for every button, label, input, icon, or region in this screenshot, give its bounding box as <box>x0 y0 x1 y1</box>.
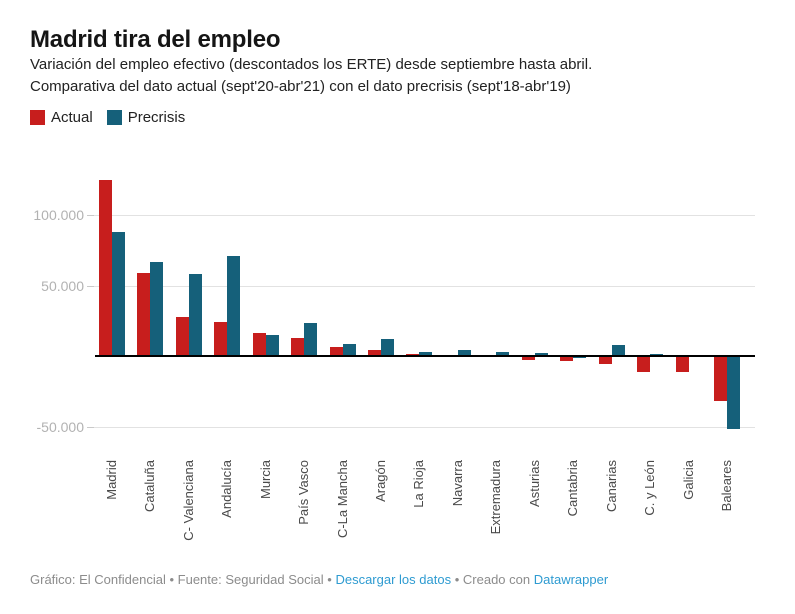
legend-swatch-actual <box>30 110 45 125</box>
footer-separator: • <box>454 572 460 587</box>
x-axis-label-4: Murcia <box>257 460 273 500</box>
x-axis-label-9: Navarra <box>449 460 465 507</box>
x-axis-label-13: Canarias <box>603 460 619 513</box>
x-axis-label-0: Madrid <box>103 460 119 500</box>
legend-item-actual: Actual <box>30 109 93 126</box>
bar-precrisis-2 <box>188 274 202 356</box>
x-axis-label-8: La Rioja <box>411 460 427 508</box>
bar-precrisis-4 <box>265 334 279 356</box>
y-axis-label-1: 50.000 <box>41 277 84 294</box>
y-gridline-2 <box>92 426 755 428</box>
download-data-link[interactable]: Descargar los datos <box>335 572 452 587</box>
x-axis-label-14: C. y León <box>642 460 658 516</box>
x-axis-label-2: C- Valenciana <box>180 460 196 541</box>
y-tick-1 <box>87 285 94 287</box>
footer-source: Fuente: Seguridad Social <box>177 572 324 587</box>
x-axis-label-16: Baleares <box>719 460 735 512</box>
y-tick-0 <box>87 215 94 216</box>
bar-actual-13 <box>598 356 612 364</box>
y-tick-2 <box>87 426 94 428</box>
bar-precrisis-14 <box>650 353 664 356</box>
legend-swatch-precrisis <box>106 110 122 125</box>
bar-actual-14 <box>637 356 651 372</box>
bar-precrisis-9 <box>457 349 471 356</box>
legend-label-precrisis: Precrisis <box>127 109 186 126</box>
bar-actual-12 <box>560 356 574 361</box>
bar-actual-11 <box>521 356 535 360</box>
legend-label-actual: Actual <box>51 109 93 126</box>
plot-area: 100.000 50.000 -50.000 Madrid Cataluña C- Val… <box>0 150 795 570</box>
chart-subtitle: Variación del empleo efectivo (descontad… <box>30 54 750 98</box>
footer-separator: • <box>169 572 175 587</box>
bar-actual-2 <box>175 316 189 356</box>
bar-precrisis-16 <box>727 356 741 430</box>
footer-credit: Gráfico: El Confidencial <box>30 572 166 587</box>
x-axis-label-7: Aragón <box>372 460 388 502</box>
legend: Actual Precrisis <box>30 109 185 126</box>
x-axis-label-5: País Vasco <box>296 460 311 525</box>
bar-actual-6 <box>329 346 343 356</box>
y-gridline-0 <box>92 215 755 216</box>
y-axis-label-0: 100.000 <box>33 207 84 223</box>
bar-actual-16 <box>714 356 728 402</box>
bar-actual-15 <box>675 356 689 372</box>
footer-separator: • <box>327 572 332 587</box>
chart-footer: Gráfico: El Confidencial • Fuente: Segur… <box>30 572 608 587</box>
bar-actual-3 <box>214 322 228 356</box>
bar-precrisis-3 <box>227 255 241 356</box>
bar-precrisis-12 <box>573 356 587 359</box>
bar-precrisis-6 <box>342 344 356 356</box>
x-axis-label-6: C-La Mancha <box>334 460 350 539</box>
bar-precrisis-8 <box>419 351 433 356</box>
x-axis-label-3: Andalucía <box>219 460 235 518</box>
bar-precrisis-7 <box>380 339 394 356</box>
y-gridline-1 <box>92 285 755 287</box>
legend-item-precrisis: Precrisis <box>106 109 186 126</box>
x-axis-label-1: Cataluña <box>142 460 158 513</box>
chart-title: Madrid tira del empleo <box>30 26 281 54</box>
bar-precrisis-10 <box>496 351 510 356</box>
bar-actual-7 <box>367 350 381 356</box>
footer-created-with: Creado con <box>462 572 531 587</box>
bar-precrisis-0 <box>111 231 125 356</box>
x-axis-label-12: Cantabria <box>565 460 581 517</box>
x-axis-baseline <box>95 355 755 357</box>
x-axis-label-11: Asturias <box>526 460 542 507</box>
bar-actual-0 <box>98 179 112 357</box>
bar-actual-8 <box>406 353 420 356</box>
bar-precrisis-11 <box>534 353 548 356</box>
bar-actual-4 <box>252 333 266 356</box>
datawrapper-link[interactable]: Datawrapper <box>533 572 609 587</box>
y-axis-label-2: -50.000 <box>36 418 84 435</box>
bar-precrisis-13 <box>611 345 625 356</box>
bar-actual-5 <box>291 337 304 356</box>
bar-precrisis-1 <box>150 261 164 356</box>
x-axis-label-10: Extremadura <box>488 460 504 535</box>
bar-precrisis-5 <box>304 322 317 356</box>
bar-actual-1 <box>137 272 151 356</box>
chart-subtitle-line2: Comparativa del dato actual (sept'20-abr… <box>30 78 571 95</box>
chart-subtitle-line1: Variación del empleo efectivo (descontad… <box>30 56 593 73</box>
x-axis-label-15: Galicia <box>680 460 696 500</box>
